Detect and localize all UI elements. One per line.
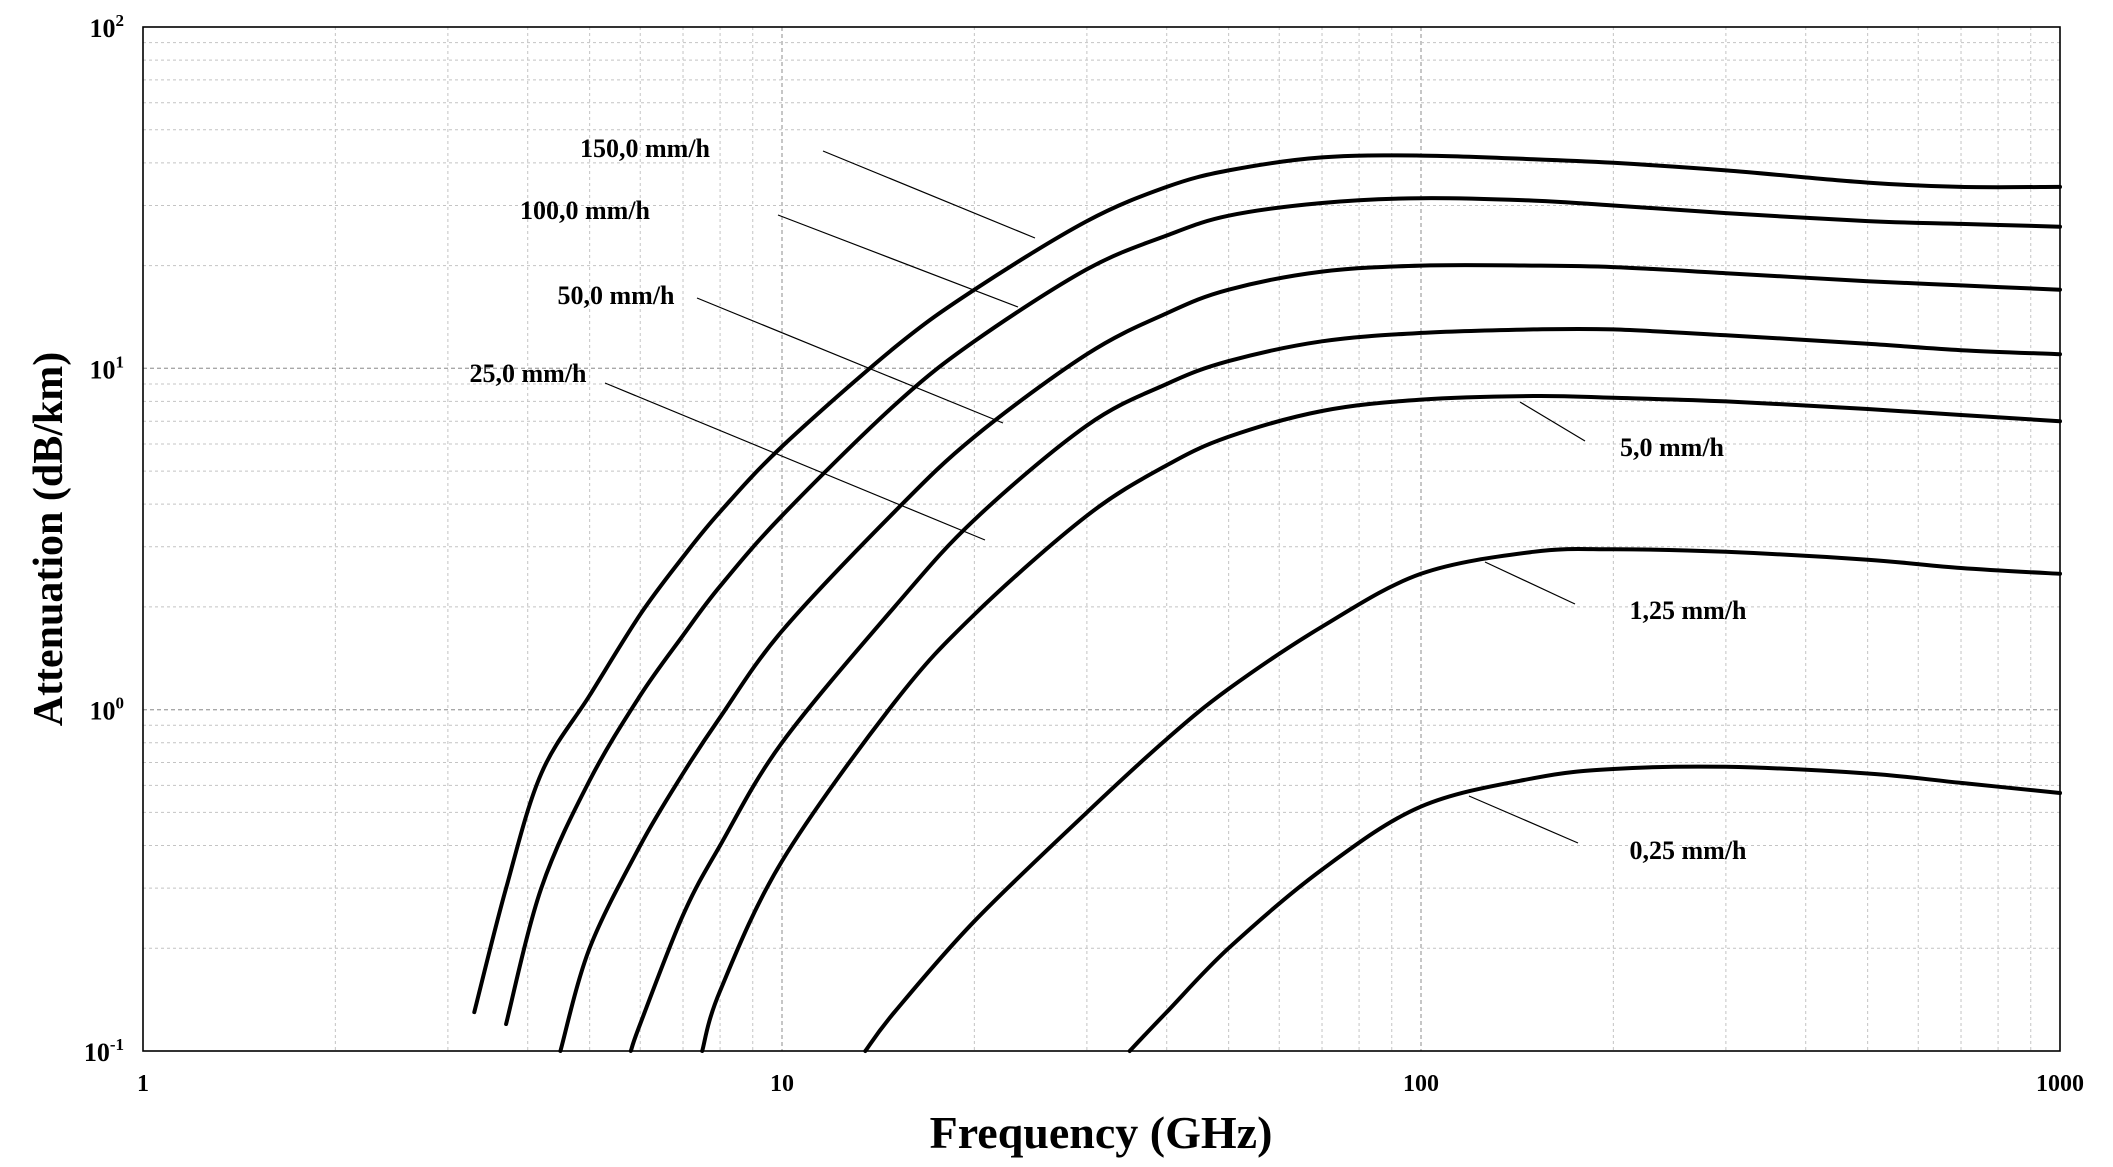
label-leader-line xyxy=(696,297,1004,424)
y-tick-base: 10 xyxy=(84,1038,110,1067)
grid xyxy=(143,27,2060,1051)
y-tick-label: 101 xyxy=(90,352,125,384)
y-tick-exponent: 2 xyxy=(116,11,125,30)
series-line-2 xyxy=(558,263,2062,1053)
series-line-1 xyxy=(504,196,2062,1026)
curve-labels: 150,0 mm/h 100,0 mm/h 50,0 mm/h 25,0 mm/h 5,… xyxy=(470,134,1748,865)
curve-label: 5,0 mm/h xyxy=(1620,433,1725,462)
label-leader-line xyxy=(822,150,1036,239)
series-line-5 xyxy=(863,546,2062,1053)
label-leader-line xyxy=(777,214,1019,308)
label-leaders xyxy=(604,150,1586,844)
label-leader-line xyxy=(1468,795,1579,844)
series-line-6 xyxy=(1127,764,2062,1053)
x-tick-label: 1000 xyxy=(2036,1071,2084,1097)
plot-frame xyxy=(142,26,2061,1052)
y-tick-base: 10 xyxy=(90,14,116,43)
series-line-4 xyxy=(700,393,2062,1053)
x-axis-title: Frequency (GHz) xyxy=(930,1107,1273,1158)
label-leader-line xyxy=(1519,401,1586,442)
y-tick-label: 100 xyxy=(90,694,125,726)
series-group xyxy=(472,153,2062,1053)
y-tick-exponent: 0 xyxy=(116,694,125,713)
label-leader-line xyxy=(1484,561,1576,605)
curve-label: 1,25 mm/h xyxy=(1630,596,1748,625)
x-tick-label: 100 xyxy=(1403,1071,1439,1097)
x-tick-label: 1 xyxy=(137,1071,149,1097)
series-line-0 xyxy=(472,153,2062,1015)
curve-label: 150,0 mm/h xyxy=(580,134,711,163)
y-tick-label: 102 xyxy=(90,11,125,43)
curve-label: 0,25 mm/h xyxy=(1630,836,1748,865)
curve-label: 50,0 mm/h xyxy=(558,281,676,310)
label-leader-line xyxy=(604,382,986,541)
curve-label: 100,0 mm/h xyxy=(520,196,651,225)
y-tick-base: 10 xyxy=(90,697,116,726)
y-tick-base: 10 xyxy=(90,355,116,384)
x-tick-label: 10 xyxy=(770,1071,794,1097)
y-tick-label: 10-1 xyxy=(84,1035,124,1067)
y-axis-title: Attenuation (dB/km) xyxy=(26,352,72,727)
y-tick-exponent: 1 xyxy=(116,352,125,371)
series-line-3 xyxy=(628,326,2062,1053)
curve-label: 25,0 mm/h xyxy=(470,359,588,388)
y-tick-exponent: -1 xyxy=(110,1035,124,1054)
